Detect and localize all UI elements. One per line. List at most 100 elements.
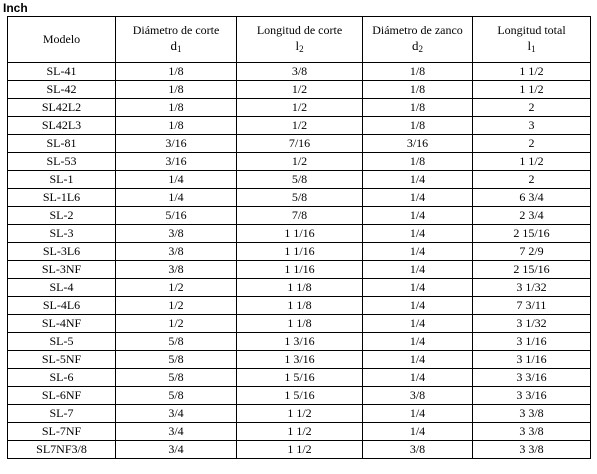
cell-shank-diameter: 1/4 bbox=[362, 350, 473, 369]
cell-model: SL-7 bbox=[7, 404, 116, 423]
cell-model: SL-53 bbox=[7, 152, 116, 171]
l1-symbol: l bbox=[527, 37, 532, 53]
cell-shank-diameter: 1/4 bbox=[362, 332, 473, 351]
table-header: Modelo Diámetro de corte d1 Longitud de … bbox=[7, 16, 591, 63]
cell-cutting-diameter: 3/16 bbox=[115, 152, 237, 171]
cell-total-length: 3 1/32 bbox=[472, 278, 591, 297]
table-row: SL42L3 1/8 1/2 1/8 3 bbox=[7, 116, 591, 135]
cell-model: SL-5 bbox=[7, 332, 116, 351]
cell-total-length: 1 1/2 bbox=[472, 152, 591, 171]
header-cutting-diameter-symbol: d1 bbox=[117, 37, 236, 57]
cell-cutting-diameter: 5/8 bbox=[115, 332, 237, 351]
cell-cutting-length: 1 5/16 bbox=[236, 386, 363, 405]
table-row: SL-41 1/8 3/8 1/8 1 1/2 bbox=[7, 62, 591, 81]
header-shank-diameter-symbol: d2 bbox=[364, 38, 472, 57]
header-shank-diameter-label: Diámetro de zanco bbox=[372, 22, 463, 37]
cell-total-length: 3 3/8 bbox=[472, 404, 591, 423]
cell-model: SL-4 bbox=[7, 278, 116, 297]
cell-total-length: 3 3/8 bbox=[472, 422, 591, 441]
cell-model: SL-4NF bbox=[7, 314, 116, 333]
cell-shank-diameter: 1/4 bbox=[362, 422, 473, 441]
l1-subscript: 1 bbox=[531, 43, 536, 54]
cell-shank-diameter: 1/8 bbox=[362, 152, 473, 171]
cell-shank-diameter: 1/4 bbox=[362, 278, 473, 297]
table-row: SL-7 3/4 1 1/2 1/4 3 3/8 bbox=[7, 404, 591, 423]
table-row: SL-2 5/16 7/8 1/4 2 3/4 bbox=[7, 206, 591, 225]
header-cutting-diameter-label: Diámetro de corte bbox=[132, 22, 220, 37]
cell-cutting-diameter: 3/4 bbox=[115, 404, 237, 423]
cell-cutting-length: 1 1/2 bbox=[236, 404, 363, 423]
header-cutting-length: Longitud de corte l2 bbox=[236, 16, 363, 63]
table-row: SL-1 1/4 5/8 1/4 2 bbox=[7, 170, 591, 189]
cell-cutting-diameter: 1/2 bbox=[115, 296, 237, 315]
cell-shank-diameter: 1/4 bbox=[362, 404, 473, 423]
table-row: SL-3L6 3/8 1 1/16 1/4 7 2/9 bbox=[7, 242, 591, 261]
cell-cutting-length: 1 1/8 bbox=[236, 296, 363, 315]
cell-model: SL-6NF bbox=[7, 386, 116, 405]
header-cutting-diameter: Diámetro de corte d1 bbox=[115, 16, 237, 63]
cell-model: SL-4L6 bbox=[7, 296, 116, 315]
cell-shank-diameter: 3/8 bbox=[362, 386, 473, 405]
cell-total-length: 2 15/16 bbox=[472, 260, 591, 279]
cell-total-length: 3 3/16 bbox=[472, 368, 591, 387]
cell-shank-diameter: 1/8 bbox=[362, 80, 473, 99]
cell-cutting-length: 5/8 bbox=[236, 170, 363, 189]
cell-cutting-diameter: 3/8 bbox=[115, 224, 237, 243]
cell-cutting-length: 1 3/16 bbox=[236, 332, 363, 351]
cell-cutting-diameter: 3/4 bbox=[115, 440, 237, 459]
cell-model: SL-3L6 bbox=[7, 242, 116, 261]
cell-shank-diameter: 1/8 bbox=[362, 62, 473, 81]
cell-cutting-length: 1 1/16 bbox=[236, 224, 363, 243]
cell-total-length: 7 3/11 bbox=[472, 296, 591, 315]
cell-model: SL-1 bbox=[7, 170, 116, 189]
cell-model: SL-42 bbox=[7, 80, 116, 99]
l2-symbol: l bbox=[295, 37, 300, 53]
cell-model: SL42L3 bbox=[7, 116, 116, 135]
cell-total-length: 2 15/16 bbox=[472, 224, 591, 243]
cell-cutting-diameter: 1/8 bbox=[115, 62, 237, 81]
cell-cutting-length: 1/2 bbox=[236, 152, 363, 171]
cell-total-length: 1 1/2 bbox=[472, 62, 591, 81]
cell-cutting-length: 1/2 bbox=[236, 80, 363, 99]
cell-shank-diameter: 1/4 bbox=[362, 368, 473, 387]
cell-shank-diameter: 1/4 bbox=[362, 296, 473, 315]
l2-subscript: 2 bbox=[299, 43, 304, 54]
cell-total-length: 2 3/4 bbox=[472, 206, 591, 225]
cell-cutting-length: 1 1/8 bbox=[236, 278, 363, 297]
table-row: SL-6 5/8 1 5/16 1/4 3 3/16 bbox=[7, 368, 591, 387]
cell-total-length: 3 1/16 bbox=[472, 332, 591, 351]
cell-cutting-length: 1/2 bbox=[236, 116, 363, 135]
cell-cutting-diameter: 1/2 bbox=[115, 278, 237, 297]
cell-shank-diameter: 1/4 bbox=[362, 206, 473, 225]
cell-model: SL-81 bbox=[7, 134, 116, 153]
cell-cutting-diameter: 5/8 bbox=[115, 350, 237, 369]
header-cutting-length-label: Longitud de corte bbox=[256, 22, 343, 37]
table-row: SL42L2 1/8 1/2 1/8 2 bbox=[7, 98, 591, 117]
cell-model: SL-41 bbox=[7, 62, 116, 81]
cell-total-length: 7 2/9 bbox=[472, 242, 591, 261]
cell-model: SL-2 bbox=[7, 206, 116, 225]
cell-shank-diameter: 1/4 bbox=[362, 224, 473, 243]
table-row: SL-3 3/8 1 1/16 1/4 2 15/16 bbox=[7, 224, 591, 243]
cell-shank-diameter: 1/4 bbox=[362, 170, 473, 189]
table-row: SL7NF3/8 3/4 1 1/2 3/8 3 3/8 bbox=[7, 440, 591, 459]
cell-total-length: 2 bbox=[472, 170, 591, 189]
cell-model: SL-7NF bbox=[7, 422, 116, 441]
cell-shank-diameter: 3/16 bbox=[362, 134, 473, 153]
table-row: SL-4NF 1/2 1 1/8 1/4 3 1/32 bbox=[7, 314, 591, 333]
table-row: SL-7NF 3/4 1 1/2 1/4 3 3/8 bbox=[7, 422, 591, 441]
d1-symbol: d bbox=[170, 37, 178, 53]
header-row: Modelo Diámetro de corte d1 Longitud de … bbox=[7, 16, 591, 63]
cell-cutting-diameter: 5/8 bbox=[115, 368, 237, 387]
header-total-length-symbol: l1 bbox=[474, 37, 590, 57]
cell-cutting-length: 1/2 bbox=[236, 98, 363, 117]
cell-model: SL-3NF bbox=[7, 260, 116, 279]
cell-cutting-length: 5/8 bbox=[236, 188, 363, 207]
cell-cutting-diameter: 1/4 bbox=[115, 170, 237, 189]
cell-cutting-length: 1 1/2 bbox=[236, 440, 363, 459]
cell-total-length: 3 bbox=[472, 116, 591, 135]
cell-cutting-diameter: 5/8 bbox=[115, 386, 237, 405]
table-row: SL-53 3/16 1/2 1/8 1 1/2 bbox=[7, 152, 591, 171]
cell-shank-diameter: 3/8 bbox=[362, 440, 473, 459]
cell-cutting-length: 1 1/16 bbox=[236, 242, 363, 261]
